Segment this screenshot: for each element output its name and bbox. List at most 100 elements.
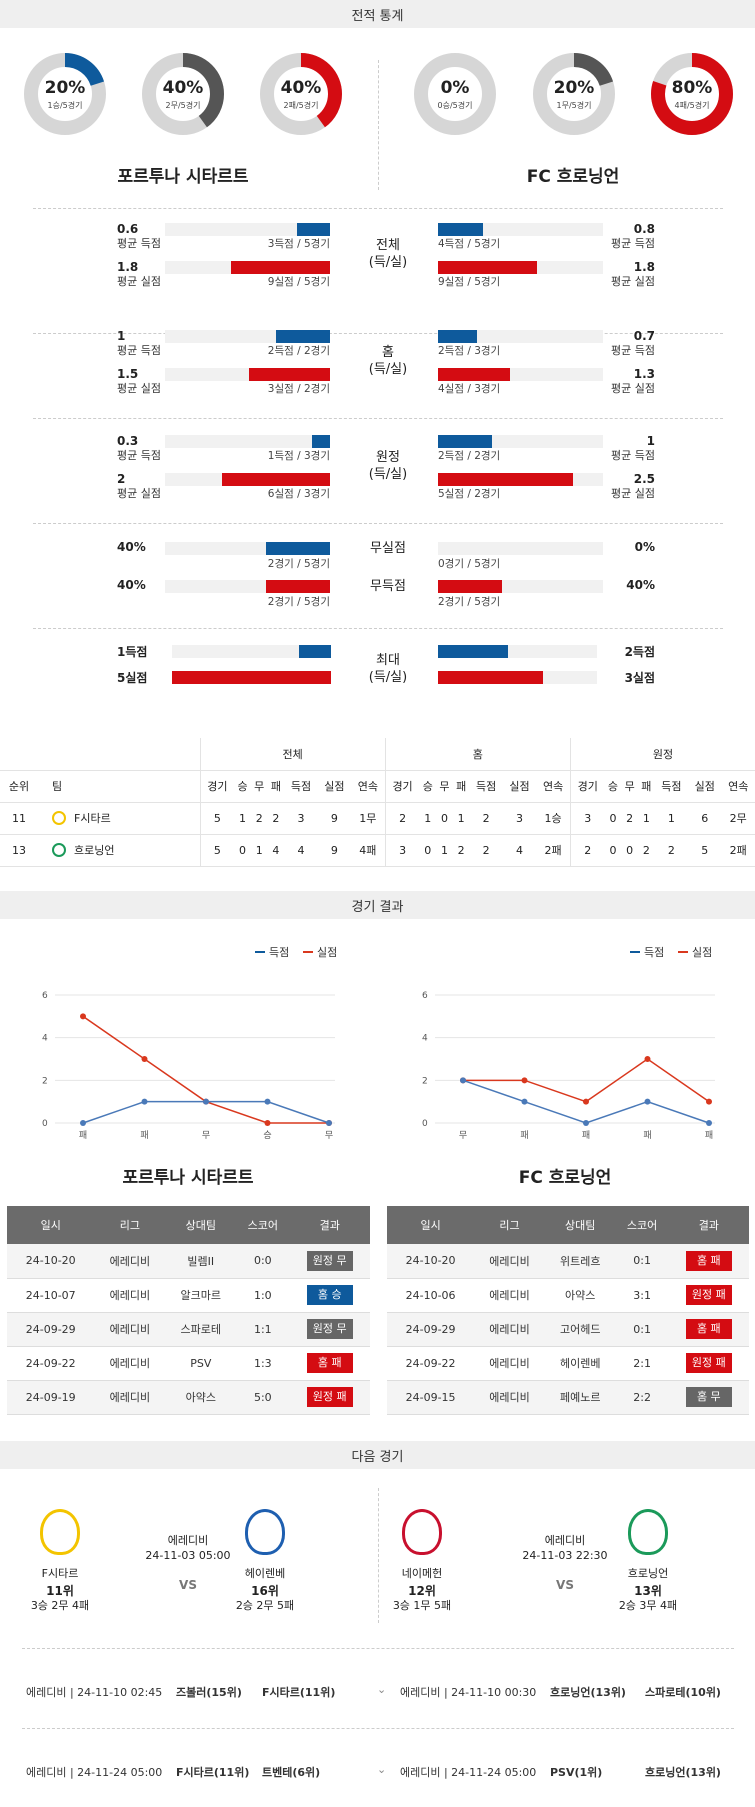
home-results-table: 일시 리그 상대팀 스코어 결과 24-10-20 에레디비 빌렘II 0:0 원정 무 24-10…	[7, 1206, 370, 1415]
avg-scored-value: 1	[646, 434, 655, 448]
x-tick-label: 승	[263, 1130, 271, 1141]
donut-svg	[414, 53, 496, 135]
stat-cell: 2	[654, 834, 689, 867]
series-point-conceded	[521, 1077, 528, 1084]
max-value: 5실점	[117, 671, 148, 685]
date-cell: 24-09-29	[7, 1312, 95, 1347]
donut-svg	[24, 53, 106, 135]
y-tick-label: 4	[422, 1034, 428, 1044]
col-4: 무	[436, 770, 453, 803]
stat-label: 평균 득점	[117, 344, 161, 357]
series-line-conceded	[82, 1015, 329, 1124]
bar-blue	[297, 223, 330, 236]
group-header-1: 홈	[384, 738, 571, 771]
stat-cell: 1무	[351, 802, 386, 835]
compare-center-label: 홈 (득/실)	[348, 344, 428, 378]
donut-caption: 1승/5경기	[47, 101, 83, 110]
legend-scored-label: 득점	[269, 946, 289, 959]
donut-percent: 20%	[44, 78, 86, 98]
fixture-meta: 에레디비 | 24-11-10 02:45	[26, 1686, 163, 1699]
stat-cell: 2무	[721, 802, 755, 835]
stat-label: 평균 실점	[611, 275, 655, 288]
col-2: 경기	[384, 770, 420, 803]
center-line-1: 전체	[376, 238, 400, 253]
league-cell: 에레디비	[94, 1244, 166, 1279]
col-5: 패	[638, 770, 655, 803]
results-header-2: 상대팀	[165, 1206, 237, 1244]
fixture-team-b: 흐로닝언(13위)	[645, 1766, 721, 1779]
series-point-scored	[644, 1098, 651, 1105]
result-badge: 원정 무	[306, 1319, 353, 1339]
stat-cell: 0	[436, 802, 453, 835]
col-8: 연속	[721, 770, 755, 803]
avg-conceded-value: 1.5	[117, 367, 139, 381]
league-cell: 에레디비	[94, 1346, 166, 1381]
score-cell: 2:1	[615, 1346, 669, 1381]
chevron-down-icon[interactable]: ⌄	[377, 1683, 387, 1696]
bar-blue	[299, 645, 331, 658]
avg-conceded-value: 2	[117, 472, 126, 486]
results-header-3: 스코어	[615, 1206, 669, 1244]
stat-cell: 2패	[721, 834, 755, 867]
away-results-table: 일시 리그 상대팀 스코어 결과 24-10-20 에레디비 위트레흐 0:1 홈 패 24-10-…	[387, 1206, 749, 1415]
opp-cell: 아약스	[165, 1380, 237, 1415]
stat-cell: 2	[250, 802, 268, 835]
league-cell: 에레디비	[474, 1346, 545, 1381]
col-6: 득점	[469, 770, 503, 803]
section-stats-header: 전적 통계	[0, 0, 755, 28]
divider	[22, 1728, 734, 1729]
away-team-name: FC 흐로닝언	[526, 167, 620, 187]
col-5: 패	[452, 770, 470, 803]
stat-cell: 3	[384, 834, 420, 867]
legend-scored-label: 득점	[644, 946, 664, 959]
donut-caption: 2무/5경기	[165, 101, 201, 110]
opp-cell: 위트레흐	[544, 1244, 616, 1279]
stat-cell: 1	[452, 802, 470, 835]
team-logo-icon	[52, 843, 66, 857]
league-cell: 에레디비	[94, 1380, 166, 1415]
donut-arc	[260, 53, 342, 135]
stat-cell: 1	[250, 834, 268, 867]
results-header-2: 상대팀	[544, 1206, 616, 1244]
donut-caption: 1무/5경기	[556, 101, 592, 110]
bar-red	[231, 261, 330, 274]
result-cell: 홈 패	[289, 1346, 370, 1381]
donut-arc	[533, 53, 615, 135]
stat-cell: 6	[688, 802, 722, 835]
series-point-conceded	[644, 1056, 651, 1062]
col-7: 실점	[688, 770, 722, 803]
opp-cell: 빌렘II	[165, 1244, 237, 1279]
y-tick-label: 6	[422, 991, 428, 1001]
team-cell: F시타르	[38, 802, 200, 835]
series-point-scored	[706, 1120, 712, 1126]
center-line-1: 최대	[376, 653, 400, 668]
compare-center-label: 원정 (득/실)	[348, 449, 428, 483]
opp-cell: 헤이렌베	[544, 1346, 616, 1381]
divider	[33, 628, 723, 629]
chevron-down-icon[interactable]: ⌄	[377, 1763, 387, 1776]
center-line-1: 원정	[376, 450, 400, 465]
cleansheet-label: 무실점	[370, 541, 406, 556]
next-team-rank: 13위	[634, 1584, 662, 1598]
next-team-rank: 11위	[46, 1584, 74, 1598]
stat-cell: 2	[384, 802, 420, 835]
stat-cell: 2	[621, 802, 639, 835]
result-badge: 원정 무	[306, 1250, 353, 1271]
results-header-3: 스코어	[236, 1206, 290, 1244]
donut-percent: 80%	[671, 78, 713, 98]
team-crest-icon	[40, 1509, 80, 1555]
section-title: 다음 경기	[351, 1449, 404, 1465]
score-cell: 0:1	[615, 1244, 669, 1279]
results-header-4: 결과	[668, 1206, 749, 1244]
league-cell: 에레디비	[474, 1312, 545, 1347]
stat-cell: 1	[234, 802, 251, 835]
donut-percent: 0%	[440, 78, 470, 98]
divider	[33, 333, 723, 334]
bar-blue	[438, 223, 483, 236]
fixture-team-a: F시타르(11위)	[176, 1766, 250, 1779]
donut-svg	[260, 53, 342, 135]
legend-conceded-label: 실점	[692, 946, 712, 959]
x-tick-label: 패	[520, 1130, 528, 1141]
date-cell: 24-09-22	[387, 1346, 475, 1381]
fixture-meta: 에레디비 | 24-11-10 00:30	[400, 1686, 537, 1699]
